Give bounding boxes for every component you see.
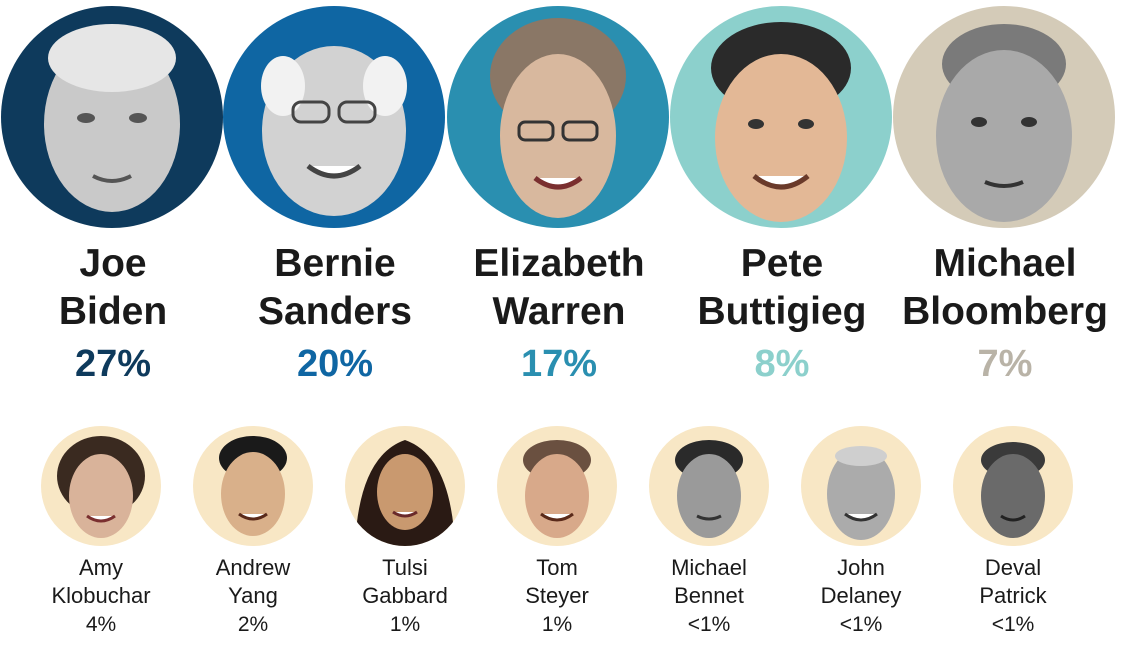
candidate-name: Michael Bennet: [633, 554, 785, 610]
first-name: Elizabeth: [473, 242, 645, 285]
portrait-icon: [523, 440, 591, 538]
poll-percent: 1%: [389, 613, 421, 636]
poll-percent: 4%: [85, 613, 117, 636]
first-name: Michael: [671, 555, 747, 580]
first-name: Michael: [933, 242, 1077, 285]
poll-percent: 8%: [754, 343, 810, 385]
last-name: Buttigieg: [697, 290, 867, 333]
candidate-card-yang: Andrew Yang 2%: [177, 420, 329, 650]
portrait-icon: [827, 446, 895, 540]
first-name: Pete: [740, 242, 824, 285]
candidate-card-bennet: Michael Bennet <1%: [633, 420, 785, 650]
candidate-name: Bernie Sanders: [222, 240, 448, 336]
portrait-icon: [490, 18, 626, 218]
first-name: Tulsi: [382, 555, 428, 580]
last-name: Bennet: [674, 583, 744, 608]
portrait-icon: [219, 436, 287, 536]
poll-percent: <1%: [991, 613, 1035, 636]
candidate-card-steyer: Tom Steyer 1%: [481, 420, 633, 650]
first-name: Deval: [984, 555, 1042, 580]
portrait-icon: [261, 46, 407, 216]
poll-percent: 2%: [237, 613, 269, 636]
candidate-card-klobuchar: Amy Klobuchar 4%: [25, 420, 177, 650]
poll-percent: 1%: [541, 613, 573, 636]
portrait-icon: [936, 24, 1072, 222]
last-name: Steyer: [525, 583, 589, 608]
candidate-name: Pete Buttigieg: [669, 240, 895, 336]
poll-percent: 27%: [74, 343, 152, 385]
candidate-photo-yang: [193, 426, 313, 546]
candidate-name: Deval Patrick: [937, 554, 1089, 610]
last-name: Patrick: [979, 583, 1047, 608]
first-name: Amy: [79, 555, 123, 580]
last-name: Klobuchar: [51, 583, 151, 608]
candidate-card-delaney: John Delaney <1%: [785, 420, 937, 650]
last-name: Delaney: [820, 583, 902, 608]
candidate-card-patrick: Deval Patrick <1%: [937, 420, 1089, 650]
candidate-card-warren: Elizabeth Warren 17%: [446, 0, 672, 400]
last-name: Biden: [58, 290, 168, 333]
candidate-name: Tulsi Gabbard: [329, 554, 481, 610]
last-name: Yang: [228, 583, 278, 608]
candidate-photo-gabbard: [345, 426, 465, 546]
leading-candidates: Joe Biden 27% Bernie Sanders 20%: [0, 0, 1118, 400]
candidate-name: Michael Bloomberg: [892, 240, 1118, 336]
candidate-photo-bennet: [649, 426, 769, 546]
candidate-name: Elizabeth Warren: [446, 240, 672, 336]
last-name: Warren: [492, 290, 626, 333]
candidate-card-bloomberg: Michael Bloomberg 7%: [892, 0, 1118, 400]
last-name: Bloomberg: [902, 290, 1108, 333]
portrait-icon: [57, 436, 145, 538]
poll-percent: 7%: [977, 343, 1033, 385]
last-name: Gabbard: [362, 583, 448, 608]
first-name: Bernie: [274, 242, 396, 285]
candidate-name: Joe Biden: [0, 240, 226, 336]
candidate-card-biden: Joe Biden 27%: [0, 0, 226, 400]
portrait-icon: [711, 22, 851, 222]
candidate-photo-steyer: [497, 426, 617, 546]
candidate-photo-delaney: [801, 426, 921, 546]
poll-percent: 20%: [296, 343, 374, 385]
poll-percent: <1%: [687, 613, 731, 636]
portrait-icon: [44, 24, 180, 212]
portrait-icon: [981, 442, 1045, 538]
first-name: Tom: [536, 555, 578, 580]
first-name: Andrew: [215, 555, 291, 580]
candidate-photo-patrick: [953, 426, 1073, 546]
portrait-icon: [675, 440, 743, 538]
candidate-photo-bloomberg: [893, 6, 1115, 228]
candidate-photo-buttigieg: [670, 6, 892, 228]
poll-percent: <1%: [839, 613, 883, 636]
candidate-photo-biden: [1, 6, 223, 228]
poll-percent: 17%: [520, 343, 598, 385]
candidate-photo-klobuchar: [41, 426, 161, 546]
first-name: John: [837, 555, 885, 580]
candidate-name: John Delaney: [785, 554, 937, 610]
candidate-card-gabbard: Tulsi Gabbard 1%: [329, 420, 481, 650]
candidate-card-sanders: Bernie Sanders 20%: [222, 0, 448, 400]
candidate-card-buttigieg: Pete Buttigieg 8%: [669, 0, 895, 400]
last-name: Sanders: [258, 290, 412, 333]
candidate-photo-sanders: [223, 6, 445, 228]
portrait-icon: [355, 440, 455, 546]
candidate-name: Tom Steyer: [481, 554, 633, 610]
candidate-photo-warren: [447, 6, 669, 228]
first-name: Joe: [79, 242, 147, 285]
candidate-name: Andrew Yang: [177, 554, 329, 610]
other-candidates: Amy Klobuchar 4% Andrew Yang 2%: [0, 420, 1148, 650]
candidate-name: Amy Klobuchar: [25, 554, 177, 610]
